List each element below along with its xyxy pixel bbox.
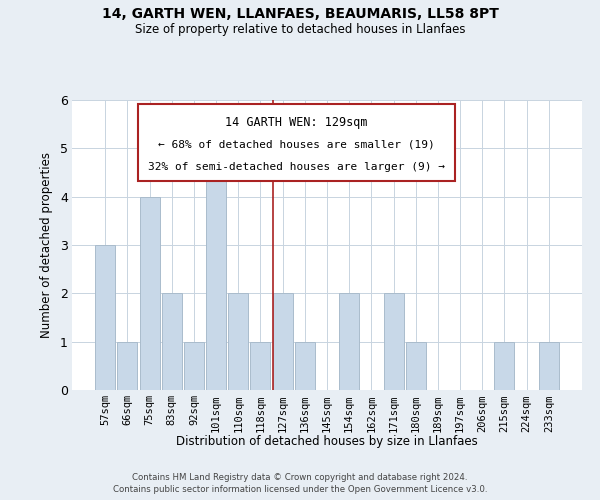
Y-axis label: Number of detached properties: Number of detached properties [40,152,53,338]
Bar [494,342,514,390]
Text: Contains public sector information licensed under the Open Government Licence v3: Contains public sector information licen… [113,485,487,494]
Bar [383,294,404,390]
FancyBboxPatch shape [139,104,455,181]
Bar [206,148,226,390]
Bar [228,294,248,390]
Bar [184,342,204,390]
Bar [295,342,315,390]
Bar [539,342,559,390]
Text: Distribution of detached houses by size in Llanfaes: Distribution of detached houses by size … [176,435,478,448]
Text: ← 68% of detached houses are smaller (19): ← 68% of detached houses are smaller (19… [158,139,435,149]
Text: 14 GARTH WEN: 129sqm: 14 GARTH WEN: 129sqm [225,116,368,129]
Bar [95,245,115,390]
Bar [250,342,271,390]
Bar [118,342,137,390]
Text: Contains HM Land Registry data © Crown copyright and database right 2024.: Contains HM Land Registry data © Crown c… [132,472,468,482]
Bar [162,294,182,390]
Bar [140,196,160,390]
Text: 14, GARTH WEN, LLANFAES, BEAUMARIS, LL58 8PT: 14, GARTH WEN, LLANFAES, BEAUMARIS, LL58… [101,8,499,22]
Text: 32% of semi-detached houses are larger (9) →: 32% of semi-detached houses are larger (… [148,162,445,172]
Bar [339,294,359,390]
Bar [272,294,293,390]
Bar [406,342,426,390]
Text: Size of property relative to detached houses in Llanfaes: Size of property relative to detached ho… [135,22,465,36]
